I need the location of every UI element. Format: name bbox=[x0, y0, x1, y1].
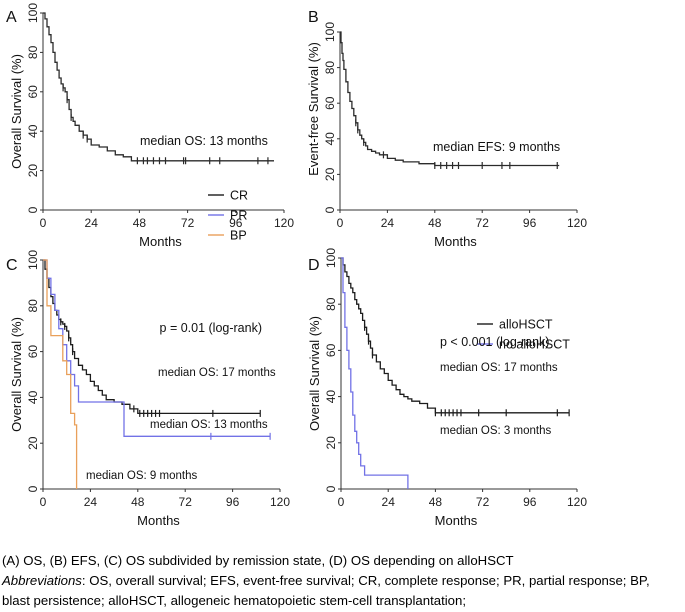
annotation: p < 0.001 (log-rank) bbox=[440, 335, 549, 349]
series-line-pr bbox=[43, 259, 271, 437]
y-axis-label: Overall Survival (%) bbox=[9, 54, 24, 169]
x-tick-label: 0 bbox=[338, 495, 345, 509]
y-tick-label: 100 bbox=[26, 250, 40, 270]
y-tick-label: 20 bbox=[324, 436, 338, 450]
y-tick-label: 0 bbox=[26, 485, 40, 492]
x-tick-label: 48 bbox=[131, 495, 145, 509]
legend-label: PR bbox=[230, 209, 247, 223]
x-tick-label: 72 bbox=[476, 495, 490, 509]
x-tick-label: 120 bbox=[270, 495, 290, 509]
panel-d: D 0 20 40 60 80 100 0 24 48 72 96 120 Months Overall S… bbox=[307, 248, 587, 528]
x-axis-label: Months bbox=[434, 234, 477, 249]
x-tick-label: 24 bbox=[84, 495, 98, 509]
y-tick-label: 0 bbox=[324, 485, 338, 492]
panel-b: B 0 20 40 60 80 100 0 24 48 72 96 120 Months Event-fre… bbox=[306, 9, 587, 249]
y-tick-label: 40 bbox=[26, 124, 40, 138]
x-tick-label: 72 bbox=[181, 216, 195, 230]
y-tick-label: 60 bbox=[26, 85, 40, 99]
y-tick-label: 80 bbox=[323, 61, 337, 75]
y-axis-label: Overall Survival (%) bbox=[307, 316, 322, 431]
legend-label: no alloHSCT bbox=[499, 338, 570, 352]
x-tick-label: 48 bbox=[428, 216, 442, 230]
x-axis-label: Months bbox=[139, 234, 182, 249]
panel-c: C 0 20 40 60 80 100 0 24 48 72 96 120 Months Overall S… bbox=[6, 189, 290, 529]
panel-letter: B bbox=[308, 9, 319, 26]
x-tick-label: 0 bbox=[337, 216, 344, 230]
y-tick-label: 100 bbox=[26, 3, 40, 23]
panel-letter: D bbox=[308, 257, 320, 274]
x-tick-label: 120 bbox=[274, 216, 294, 230]
x-tick-label: 120 bbox=[567, 216, 587, 230]
series-line-bp bbox=[43, 259, 78, 489]
annotation: median OS: 17 months bbox=[158, 367, 276, 379]
y-tick-label: 100 bbox=[323, 22, 337, 42]
legend-label: BP bbox=[230, 229, 247, 243]
annotation: median EFS: 9 months bbox=[433, 140, 560, 154]
annotation: median OS: 3 months bbox=[440, 425, 551, 437]
x-tick-label: 96 bbox=[523, 216, 537, 230]
x-tick-label: 72 bbox=[476, 216, 490, 230]
y-tick-label: 80 bbox=[26, 299, 40, 313]
caption-line-3: blast persistence; alloHSCT, allogeneic … bbox=[2, 593, 466, 608]
y-tick-label: 60 bbox=[323, 96, 337, 110]
x-axis-label: Months bbox=[137, 513, 180, 528]
x-tick-label: 24 bbox=[381, 216, 395, 230]
x-tick-label: 24 bbox=[382, 495, 396, 509]
series-line-overall bbox=[43, 12, 274, 162]
y-tick-label: 40 bbox=[26, 390, 40, 404]
caption-abbreviations-label: Abbreviations bbox=[2, 573, 82, 588]
y-axis-label: Overall Survival (%) bbox=[9, 317, 24, 432]
annotation: median OS: 17 months bbox=[440, 362, 558, 374]
x-tick-label: 96 bbox=[523, 495, 537, 509]
x-tick-label: 48 bbox=[133, 216, 147, 230]
series-line-cr bbox=[43, 259, 261, 415]
caption-abbreviations-text: : OS, overall survival; EFS, event-free … bbox=[81, 573, 650, 588]
annotation: median OS: 13 months bbox=[140, 134, 268, 148]
y-axis-label: Event-free Survival (%) bbox=[306, 42, 321, 176]
y-tick-label: 80 bbox=[26, 45, 40, 59]
x-tick-label: 24 bbox=[85, 216, 99, 230]
y-tick-label: 60 bbox=[324, 343, 338, 357]
panel-a: A 0 20 40 60 80 100 0 24 48 72 96 120 Months Overall S… bbox=[6, 3, 294, 249]
x-tick-label: 72 bbox=[179, 495, 193, 509]
y-tick-label: 80 bbox=[324, 297, 338, 311]
panel-letter: C bbox=[6, 257, 18, 274]
panel-letter: A bbox=[6, 9, 17, 26]
y-tick-label: 0 bbox=[323, 206, 337, 213]
y-tick-label: 20 bbox=[26, 436, 40, 450]
x-tick-label: 48 bbox=[429, 495, 443, 509]
y-tick-label: 100 bbox=[324, 248, 338, 268]
x-axis-label: Months bbox=[435, 513, 478, 528]
y-tick-label: 60 bbox=[26, 345, 40, 359]
legend-label: CR bbox=[230, 189, 248, 203]
legend-label: alloHSCT bbox=[499, 318, 553, 332]
annotation: median OS: 13 months bbox=[150, 419, 268, 431]
caption-line-2: Abbreviations: OS, overall survival; EFS… bbox=[2, 571, 682, 591]
y-tick-label: 40 bbox=[323, 132, 337, 146]
y-tick-label: 20 bbox=[323, 167, 337, 181]
annotation: p = 0.01 (log-rank) bbox=[160, 321, 262, 335]
y-tick-label: 20 bbox=[26, 164, 40, 178]
y-tick-label: 0 bbox=[26, 206, 40, 213]
caption-line-1: (A) OS, (B) EFS, (C) OS subdivided by re… bbox=[2, 553, 514, 568]
x-tick-label: 0 bbox=[40, 495, 47, 509]
series-line-event-free bbox=[340, 31, 560, 167]
x-tick-label: 0 bbox=[40, 216, 47, 230]
y-tick-label: 40 bbox=[324, 390, 338, 404]
x-tick-label: 96 bbox=[229, 216, 243, 230]
x-tick-label: 120 bbox=[567, 495, 587, 509]
series-line-allohsct bbox=[341, 257, 570, 414]
annotation: median OS: 9 months bbox=[86, 470, 197, 482]
figure-km-curves: A 0 20 40 60 80 100 0 24 48 72 96 120 Months Overall S… bbox=[6, 3, 587, 529]
series-line-no-allohsct bbox=[341, 257, 409, 489]
x-tick-label: 96 bbox=[226, 495, 240, 509]
